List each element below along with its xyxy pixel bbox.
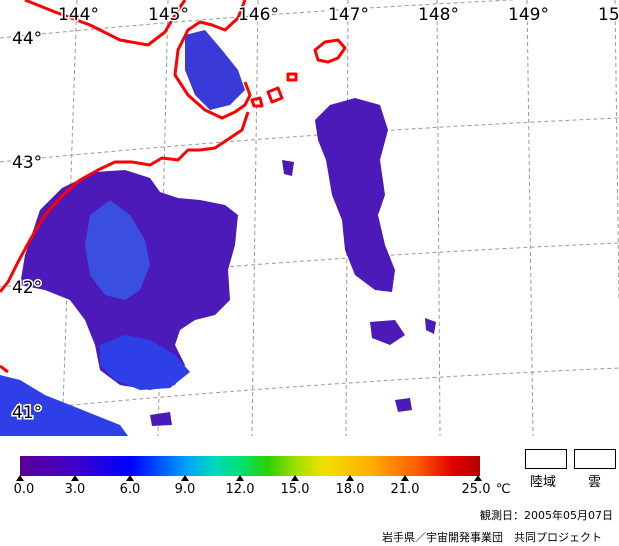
lon-label-146: 146° — [238, 5, 279, 25]
colorbar-tick-label: 12.0 — [225, 482, 255, 497]
land-legend-label: 陸域 — [530, 475, 557, 490]
colorbar-tick-mark — [16, 475, 24, 481]
parallel-43 — [0, 117, 619, 163]
sst-patch-east — [315, 98, 395, 292]
lat-label-43: 43° — [12, 153, 42, 173]
sst-patch-small-1 — [370, 320, 405, 345]
coastline — [0, 0, 347, 374]
coastline-islands-4 — [286, 72, 298, 82]
sst-patch-southwest — [0, 375, 128, 436]
colorbar-tick-label: 0.0 — [13, 482, 35, 497]
colorbar-tick-mark — [401, 475, 409, 481]
colorbar-tick-label: 25.0 — [461, 482, 491, 497]
sst-patch-small-2 — [395, 398, 412, 412]
lon-label-147: 147° — [328, 5, 369, 25]
colorbar-tick-label: 21.0 — [390, 482, 420, 497]
lat-label-44: 44° — [12, 29, 42, 49]
cloud-legend-label: 雲 — [588, 475, 602, 490]
coastline-hokkaido-north — [24, 0, 187, 47]
colorbar-tick-label: 9.0 — [174, 482, 196, 497]
sst-patch-south-warm — [100, 335, 190, 390]
lon-label-148: 148° — [418, 5, 459, 25]
lon-label-144: 144° — [58, 5, 99, 25]
coastline-islands-3 — [250, 96, 264, 108]
colorbar-tick-mark — [236, 475, 244, 481]
colorbar-tick-mark — [346, 475, 354, 481]
colorbar-tick-mark — [126, 475, 134, 481]
parallel-44 — [0, 0, 520, 39]
colorbar-tick-label: 3.0 — [64, 482, 86, 497]
lat-label-41: 41° — [12, 403, 42, 423]
colorbar-tick-label: 6.0 — [119, 482, 141, 497]
lon-label-145: 145° — [148, 5, 189, 25]
coastline-honshu — [0, 364, 9, 374]
lat-label-42: 42° — [12, 278, 42, 298]
sst-map-canvas: 144° 145° 146° 147° 148° 149° 15 44° 43°… — [0, 0, 619, 436]
sst-patch-small-5 — [425, 318, 436, 334]
observation-date: 観測日：2005年05月07日 — [480, 509, 613, 522]
latitude-labels: 44° 43° 42° 41° — [11, 28, 44, 425]
lon-label-149: 149° — [508, 5, 549, 25]
parallel-41 — [0, 367, 619, 413]
sst-patch-small-4 — [150, 412, 172, 426]
cloud-legend-box — [574, 449, 616, 469]
organization-credit: 岩手県／宇宙開発事業団 共同プロジェクト — [382, 531, 602, 544]
coastline-nemuro — [0, 111, 250, 293]
lon-label-150: 15 — [598, 5, 619, 25]
coastline-islands-2 — [266, 86, 284, 104]
sst-patch-west-warm — [85, 200, 150, 300]
colorbar-tick-mark — [474, 475, 482, 481]
meridian-149 — [526, 0, 534, 436]
sst-patch-north — [185, 30, 245, 110]
sst-map: 144° 145° 146° 147° 148° 149° 15 44° 43°… — [0, 0, 619, 436]
colorbar-tick-mark — [291, 475, 299, 481]
colorbar-unit: ℃ — [496, 482, 511, 497]
land-legend-box — [525, 449, 567, 469]
coastline-islands-1 — [313, 38, 347, 64]
coastline-shiretoko — [173, 0, 252, 120]
colorbar-tick-mark — [181, 475, 189, 481]
colorbar-tick-label: 18.0 — [335, 482, 365, 497]
colorbar-tick-label: 15.0 — [280, 482, 310, 497]
temperature-colorbar — [20, 456, 480, 476]
meridian-146 — [251, 0, 259, 436]
meridian-148 — [436, 0, 441, 436]
colorbar-tick-mark — [71, 475, 79, 481]
sst-patch-small-3 — [282, 160, 294, 176]
meridian-150 — [614, 0, 619, 301]
sst-data — [0, 30, 436, 436]
longitude-labels: 144° 145° 146° 147° 148° 149° 15 — [57, 4, 619, 27]
